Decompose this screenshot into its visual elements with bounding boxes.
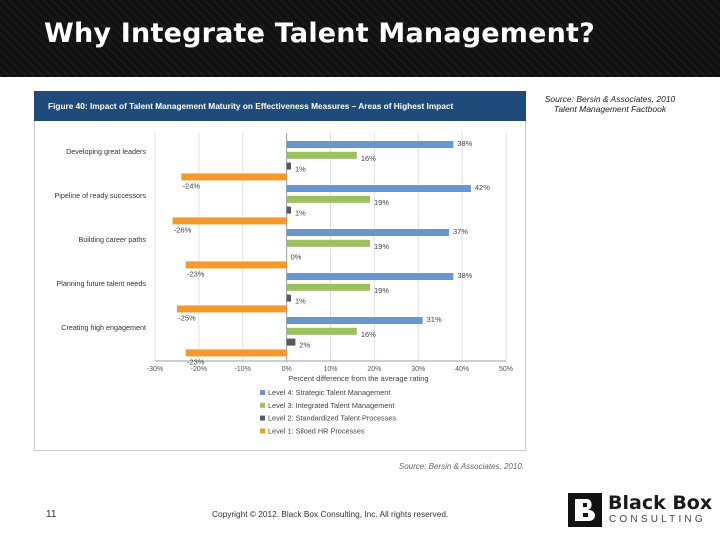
data-label: -26% [174,225,192,234]
x-tick-label: 50% [499,366,513,373]
bar [286,283,370,291]
bar [185,349,287,357]
bar [286,195,370,203]
data-label: -25% [178,313,196,322]
category-label: Building career paths [78,235,146,244]
data-label: 16% [361,154,376,163]
legend-label: Level 1: Siloed HR Processes [268,426,365,435]
source-note: Source: Bersin & Associates, 2010 Talent… [505,94,715,114]
data-label: -24% [183,181,201,190]
data-label: 42% [475,183,490,192]
chart-figure: Figure 40: Impact of Talent Management M… [34,91,526,474]
legend-swatch [260,428,265,434]
category-label: Planning future talent needs [56,279,146,288]
bar [286,229,449,236]
data-label: 16% [361,330,376,339]
bar [286,206,292,214]
x-tick-label: 10% [323,366,337,373]
data-label: 2% [299,341,310,350]
bar [286,239,370,247]
x-tick-label: -10% [235,366,251,373]
x-tick-label: -20% [191,366,207,373]
bar [286,185,471,192]
copyright-notice: Copyright © 2012. Black Box Consulting, … [212,509,449,519]
data-label: 1% [295,209,306,218]
category-label: Pipeline of ready successors [55,191,147,200]
figure-banner: Figure 40: Impact of Talent Management M… [34,91,526,121]
bar [176,305,287,313]
category-label: Creating high engagement [61,323,146,332]
x-axis-label: Percent difference from the average rati… [288,374,428,383]
data-label: -23% [187,269,205,278]
data-label: 19% [374,242,389,251]
data-label: 1% [295,165,306,174]
bar-chart: -30% -20% -10% 0% 10% 20% 30% 40% 50% Percent dif… [55,133,513,435]
plot-box [34,121,526,451]
source-note-line-1: Source: Bersin & Associates, 2010 [544,94,676,104]
legend-label: Level 2: Standardized Talent Processes [268,414,396,423]
bar [172,217,287,225]
logo-subtitle: CONSULTING [609,514,706,525]
legend-label: Level 4: Strategic Talent Management [268,388,390,397]
data-label: 38% [457,139,472,148]
legend-label: Level 3: Integrated Talent Management [268,401,394,410]
data-label: -23% [187,357,205,366]
data-label: 38% [457,271,472,280]
x-tick-label: 30% [411,366,425,373]
bar [286,273,454,280]
bar [181,173,287,181]
legend-swatch [260,390,265,395]
data-label: 0% [291,253,302,262]
legend-swatch [260,402,265,408]
slide-number: 11 [46,509,57,520]
bar [286,162,292,170]
logo-mark-icon [568,493,602,527]
figure-title: Figure 40: Impact of Talent Management M… [48,101,454,111]
data-label: 37% [453,227,468,236]
x-tick-label: -30% [147,366,163,373]
x-tick-label: 20% [367,366,381,373]
data-label: 19% [374,198,389,207]
source-note-line-2: Talent Management Factbook [553,104,667,114]
logo-name: Black Box [608,492,713,514]
bar [286,294,292,302]
bar [286,317,423,324]
slide-title: Why Integrate Talent Management? [44,18,596,49]
bar [185,261,287,269]
data-label: 19% [374,286,389,295]
figure-source: Source: Bersin & Associates, 2010. [398,462,524,471]
category-label: Developing great leaders [66,147,146,156]
legend-swatch [260,415,265,421]
x-tick-label: 40% [455,366,469,373]
bar [286,338,296,346]
slide-header: Why Integrate Talent Management? [0,0,720,77]
data-label: 1% [295,297,306,306]
data-label: 31% [427,315,442,324]
bar [286,151,357,159]
x-tick-label: 0% [282,366,292,373]
bar [286,327,357,335]
bar [286,141,454,148]
company-logo: Black Box CONSULTING [568,492,712,529]
